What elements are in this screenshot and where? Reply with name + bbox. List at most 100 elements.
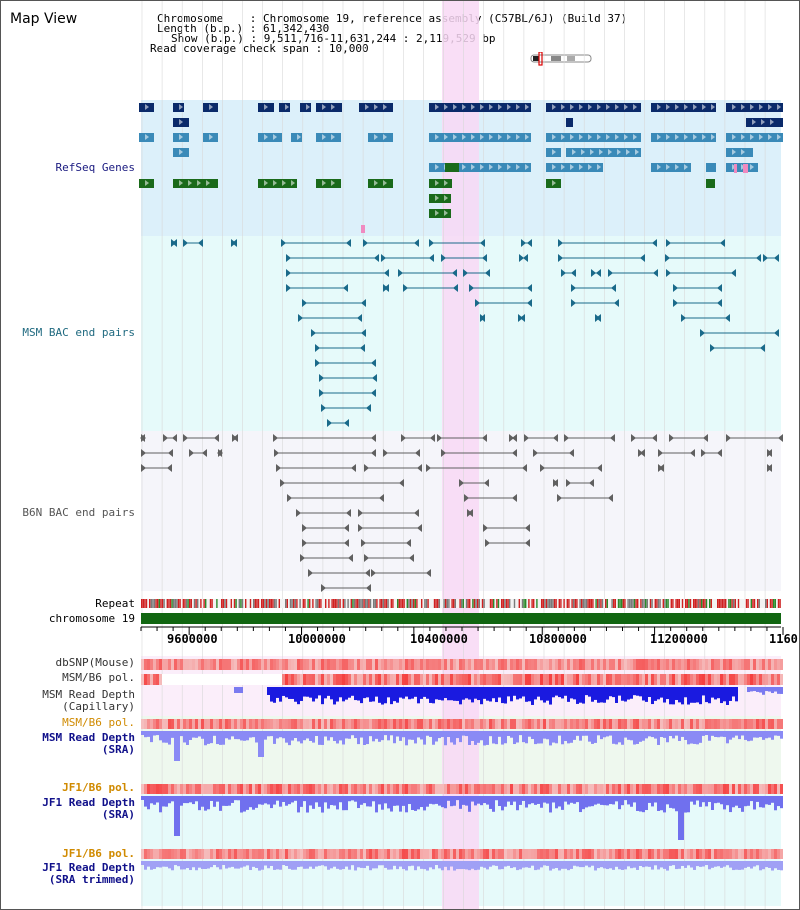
heat-cell bbox=[678, 784, 681, 794]
heat-cell bbox=[297, 784, 300, 794]
heat-cell bbox=[495, 659, 498, 670]
strand-arrow bbox=[383, 134, 387, 140]
track-label-jf1-b6-pol-2[interactable]: JF1/B6 pol. bbox=[62, 847, 135, 860]
track-label-refseq[interactable]: RefSeq Genes bbox=[55, 161, 135, 174]
depth-bar bbox=[621, 731, 624, 745]
depth-bar bbox=[693, 861, 696, 870]
heat-cell bbox=[309, 784, 312, 794]
bac-end-marker bbox=[700, 329, 705, 337]
chromosome-bar[interactable] bbox=[141, 613, 781, 624]
heat-cell bbox=[606, 849, 609, 859]
heat-cell bbox=[603, 674, 606, 685]
heat-cell bbox=[570, 849, 573, 859]
heat-cell bbox=[252, 849, 255, 859]
depth-bar bbox=[618, 796, 621, 810]
track-label-jf1-b6-pol-1[interactable]: JF1/B6 pol. bbox=[62, 781, 135, 794]
highlight-region[interactable] bbox=[442, 1, 479, 909]
strand-arrow bbox=[657, 164, 661, 170]
label-line: JF1 Read Depth bbox=[42, 796, 135, 809]
heat-cell bbox=[309, 659, 312, 670]
strand-arrow bbox=[374, 104, 378, 110]
heat-cell bbox=[327, 674, 330, 685]
depth-bar bbox=[264, 731, 267, 740]
depth-bar bbox=[717, 796, 720, 803]
depth-bar bbox=[642, 861, 645, 868]
heat-cell bbox=[501, 784, 504, 794]
ideogram-current-region bbox=[538, 52, 543, 66]
depth-bar bbox=[639, 687, 642, 697]
depth-bar bbox=[279, 731, 282, 738]
heat-cell bbox=[285, 784, 288, 794]
depth-bar bbox=[750, 687, 753, 692]
heat-cell bbox=[153, 659, 156, 670]
track-label-msm-bac[interactable]: MSM BAC end pairs bbox=[22, 326, 135, 339]
strand-arrow bbox=[374, 134, 378, 140]
bac-end-marker bbox=[569, 449, 574, 457]
heat-cell bbox=[660, 784, 663, 794]
heat-cell bbox=[330, 659, 333, 670]
depth-bar bbox=[213, 731, 216, 736]
heat-cell bbox=[609, 784, 612, 794]
heat-cell bbox=[327, 849, 330, 859]
bac-end-marker bbox=[315, 344, 320, 352]
depth-bar bbox=[537, 796, 540, 804]
heat-cell bbox=[741, 659, 744, 670]
depth-bar bbox=[327, 731, 330, 741]
repeat-element bbox=[333, 599, 335, 608]
repeat-element bbox=[158, 599, 160, 608]
depth-bar bbox=[339, 861, 342, 870]
repeat-element bbox=[211, 599, 213, 608]
repeat-element bbox=[145, 599, 148, 608]
strand-arrow bbox=[599, 149, 603, 155]
strand-arrow bbox=[453, 134, 457, 140]
depth-bar bbox=[273, 796, 276, 805]
track-label-msm-depth-sra[interactable]: MSM Read Depth (SRA) bbox=[1, 732, 135, 756]
heat-cell bbox=[600, 784, 603, 794]
depth-bar bbox=[480, 687, 483, 705]
heat-cell bbox=[603, 659, 606, 670]
depth-bar bbox=[471, 731, 474, 742]
strand-arrow bbox=[741, 134, 745, 140]
heat-cell bbox=[507, 849, 510, 859]
strand-arrow bbox=[702, 104, 706, 110]
depth-bar bbox=[510, 687, 513, 702]
track-label-msm-b6-pol-1[interactable]: MSM/B6 pol. bbox=[62, 671, 135, 684]
track-label-b6n-bac[interactable]: B6N BAC end pairs bbox=[22, 506, 135, 519]
depth-bar bbox=[459, 687, 462, 705]
heat-cell bbox=[453, 674, 456, 685]
heat-cell bbox=[381, 674, 384, 685]
heat-cell bbox=[600, 849, 603, 859]
repeat-element bbox=[643, 599, 645, 608]
track-label-jf1-depth-trim[interactable]: JF1 Read Depth (SRA trimmed) bbox=[1, 862, 135, 886]
track-label-jf1-depth-sra[interactable]: JF1 Read Depth (SRA) bbox=[1, 797, 135, 821]
heat-cell bbox=[291, 719, 294, 729]
bac-end-marker bbox=[319, 389, 324, 397]
repeat-element bbox=[670, 599, 672, 608]
depth-bar bbox=[732, 796, 735, 808]
repeat-element bbox=[437, 599, 439, 608]
b6n-bac-track bbox=[140, 434, 783, 592]
repeat-element bbox=[758, 599, 760, 608]
repeat-element bbox=[779, 599, 781, 608]
depth-bar bbox=[747, 687, 750, 693]
heat-cell bbox=[408, 849, 411, 859]
heat-cell bbox=[528, 849, 531, 859]
strand-arrow bbox=[581, 149, 585, 155]
depth-bar bbox=[762, 687, 765, 695]
repeat-element bbox=[491, 599, 493, 608]
track-label-msm-depth-cap[interactable]: MSM Read Depth (Capillary) bbox=[1, 689, 135, 713]
heat-cell bbox=[204, 849, 207, 859]
chromosome-ideogram[interactable] bbox=[529, 52, 593, 66]
bac-end-marker bbox=[365, 569, 370, 577]
heat-cell bbox=[147, 849, 150, 859]
track-label-dbsnp[interactable]: dbSNP(Mouse) bbox=[55, 656, 135, 669]
heat-cell bbox=[675, 659, 678, 670]
depth-bar bbox=[723, 796, 726, 810]
repeat-element bbox=[622, 599, 624, 608]
heat-cell bbox=[279, 719, 282, 729]
heat-cell bbox=[645, 849, 648, 859]
track-label-msm-b6-pol-2[interactable]: MSM/B6 pol. bbox=[62, 716, 135, 729]
heat-cell bbox=[537, 849, 540, 859]
info-separator: : bbox=[250, 32, 258, 45]
